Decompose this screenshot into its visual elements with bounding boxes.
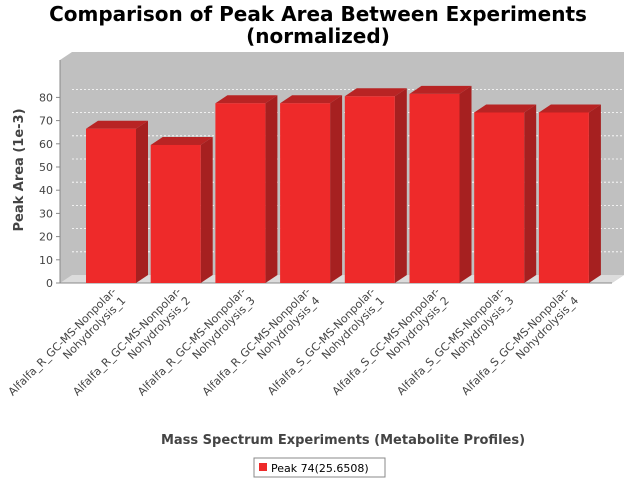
y-tick-label: 80 <box>39 91 53 104</box>
x-tick-label: Alfalfa_R_GC-MS-Nonpolar-Nohydrolysis_2 <box>70 285 193 408</box>
bar-side <box>459 85 472 283</box>
x-tick-label: Alfalfa_S_GC-MS-Nonpolar-Nohydrolysis_2 <box>330 285 452 407</box>
bar-side <box>588 104 601 283</box>
chart-title: Comparison of Peak Area Between Experime… <box>49 2 587 26</box>
bar <box>538 104 601 283</box>
bar <box>409 85 472 283</box>
y-tick-label: 50 <box>39 161 53 174</box>
bar-top <box>280 95 343 104</box>
x-tick-label: Alfalfa_R_GC-MS-Nonpolar-Nohydrolysis_3 <box>135 285 258 408</box>
bar-top <box>344 88 407 97</box>
x-tick-label: Alfalfa_R_GC-MS-Nonpolar-Nohydrolysis_1 <box>6 285 129 408</box>
bar-front <box>344 96 395 284</box>
y-tick-label: 40 <box>39 184 53 197</box>
bar-side <box>394 88 407 284</box>
bar <box>86 120 148 283</box>
bar <box>150 136 213 283</box>
bar-front <box>474 112 525 283</box>
bar <box>215 95 278 283</box>
x-tick-label: Alfalfa_R_GC-MS-Nonpolar-Nohydrolysis_4 <box>200 285 323 408</box>
bar-top <box>409 85 472 94</box>
y-tick-label: 0 <box>46 277 53 290</box>
bar-front <box>150 144 201 283</box>
bar <box>474 104 537 283</box>
legend: Peak 74(25.6508) <box>253 457 386 478</box>
bar-top <box>86 120 148 129</box>
bar-top <box>215 95 278 104</box>
x-axis-labels: Alfalfa_R_GC-MS-Nonpolar-Nohydrolysis_1A… <box>6 285 581 408</box>
y-tick-label: 20 <box>39 231 53 244</box>
bar-front <box>280 103 331 283</box>
x-tick-label: Alfalfa_S_GC-MS-Nonpolar-Nohydrolysis_4 <box>459 285 581 407</box>
bar-side <box>524 104 537 283</box>
legend-box <box>253 457 386 478</box>
y-tick-label: 10 <box>39 254 53 267</box>
bar <box>280 95 343 283</box>
chart-subtitle: (normalized) <box>246 24 390 48</box>
bar-front <box>215 103 266 283</box>
bar <box>344 88 407 284</box>
bar-top <box>150 136 213 145</box>
x-tick-label: Alfalfa_S_GC-MS-Nonpolar-Nohydrolysis_3 <box>394 285 516 407</box>
y-tick-label: 60 <box>39 138 53 151</box>
y-axis-label: Peak Area (1e-3) <box>12 108 27 231</box>
bar-top <box>474 104 537 113</box>
bar-front <box>538 112 589 283</box>
bar-side <box>200 136 213 283</box>
legend-swatch <box>259 463 267 471</box>
bar-side <box>265 95 278 283</box>
bar-top <box>538 104 601 113</box>
bar-front <box>86 128 136 283</box>
y-tick-label: 30 <box>39 207 53 220</box>
x-axis-label: Mass Spectrum Experiments (Metabolite Pr… <box>161 433 525 448</box>
legend-entry: Peak 74(25.6508) <box>271 462 369 475</box>
y-tick-label: 70 <box>39 115 53 128</box>
bar-front <box>409 93 460 283</box>
bar-side <box>136 120 148 283</box>
x-tick-label: Alfalfa_S_GC-MS-Nonpolar-Nohydrolysis_1 <box>265 285 387 407</box>
bar-side <box>330 95 343 283</box>
bars <box>86 85 601 284</box>
